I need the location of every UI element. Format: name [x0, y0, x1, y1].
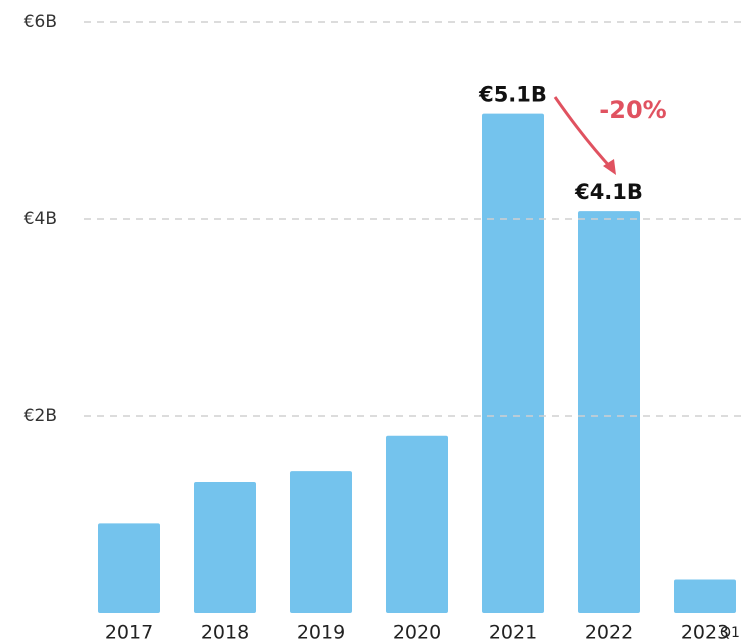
- value-label: €4.1B: [574, 180, 643, 204]
- arrow-head: [603, 159, 616, 175]
- bar: [386, 435, 448, 613]
- y-tick-label: €2B: [24, 406, 57, 426]
- change-annotation: -20%: [599, 96, 666, 124]
- x-tick-label: 2022: [585, 622, 633, 641]
- bar: [482, 113, 544, 613]
- period-note: Q1: [720, 625, 740, 641]
- x-tick-label: 2018: [201, 622, 249, 641]
- x-tick-label: 2017: [105, 622, 153, 641]
- value-label: €5.1B: [478, 83, 547, 107]
- bar: [98, 523, 160, 613]
- bar: [578, 211, 640, 613]
- y-tick-label: €6B: [24, 12, 57, 32]
- x-tick-label: 2020: [393, 622, 441, 641]
- x-tick-label: 2023: [681, 622, 729, 641]
- bar: [290, 471, 352, 613]
- bar: [194, 481, 256, 613]
- x-tick-label: 2019: [297, 622, 345, 641]
- x-tick-label: 2021: [489, 622, 537, 641]
- bar: [674, 579, 736, 613]
- y-tick-label: €4B: [24, 209, 57, 229]
